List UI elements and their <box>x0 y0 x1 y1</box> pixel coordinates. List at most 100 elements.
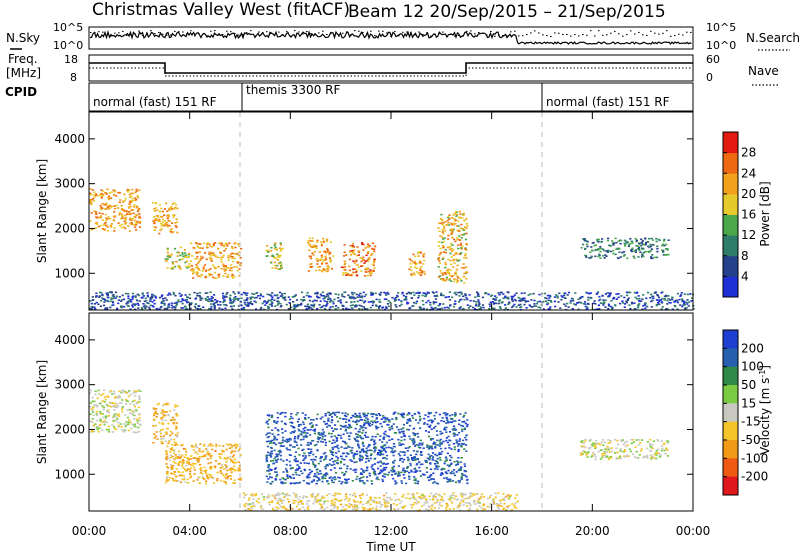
velocity-cell <box>296 444 299 446</box>
velocity-cell <box>138 423 141 426</box>
power-cell <box>589 297 592 299</box>
power-cell <box>280 263 283 265</box>
velocity-cell <box>165 450 168 452</box>
power-cell <box>586 306 589 308</box>
power-cell <box>408 292 411 295</box>
power-cell <box>456 238 459 241</box>
velocity-cell <box>224 464 227 466</box>
power-cell <box>225 293 228 296</box>
velocity-cell <box>115 419 118 422</box>
velocity-cell <box>300 444 303 446</box>
velocity-cell <box>113 415 116 417</box>
power-cell <box>424 294 427 296</box>
power-cell <box>135 224 138 226</box>
velocity-cell <box>433 414 436 417</box>
velocity-cell <box>289 444 292 447</box>
power-cell <box>512 295 515 298</box>
power-cell <box>449 304 452 306</box>
power-cell <box>469 299 472 302</box>
velocity-cell <box>170 473 173 475</box>
velocity-cell <box>616 443 620 446</box>
velocity-cell <box>332 451 335 454</box>
power-cell <box>647 250 650 253</box>
power-cell <box>171 222 174 224</box>
power-cell <box>274 267 277 269</box>
power-cell <box>323 297 326 299</box>
power-cell <box>413 266 417 269</box>
power-cell <box>129 196 132 198</box>
nsearch-dot <box>374 35 376 37</box>
velocity-cell <box>633 456 636 458</box>
velocity-cell <box>93 404 96 406</box>
power-cell <box>580 296 583 298</box>
power-cell <box>312 254 315 256</box>
power-cell <box>597 304 600 307</box>
power-cell <box>617 296 620 299</box>
power-cell <box>112 297 115 300</box>
velocity-cell <box>234 450 237 453</box>
power-cell <box>358 308 361 310</box>
power-cell <box>626 242 629 244</box>
power-cell <box>438 303 441 306</box>
velocity-cell <box>460 476 463 478</box>
velocity-cell <box>302 428 305 430</box>
power-cell <box>459 291 462 294</box>
velocity-cell <box>433 480 436 483</box>
velocity-cell <box>162 435 166 437</box>
velocity-cell <box>592 444 595 447</box>
velocity-cell <box>443 468 446 470</box>
power-cell <box>323 300 326 302</box>
velocity-cell <box>646 447 649 450</box>
power-cell <box>219 252 222 254</box>
nsearch-dot <box>366 33 368 35</box>
power-cell <box>356 300 359 303</box>
velocity-cell <box>113 402 116 405</box>
velocity-cell <box>412 441 415 443</box>
velocity-cell <box>98 427 101 430</box>
velocity-cell <box>406 456 409 459</box>
velocity-cell <box>94 390 97 393</box>
velocity-cell <box>294 436 297 438</box>
velocity-cell <box>102 408 105 411</box>
velocity-cell <box>386 462 389 465</box>
velocity-cell <box>137 389 140 391</box>
velocity-cell <box>99 424 102 426</box>
velocity-cell <box>117 405 120 407</box>
power-cell <box>240 304 243 307</box>
velocity-cell <box>463 463 466 465</box>
power-cell <box>658 303 661 306</box>
power-cell <box>442 232 445 235</box>
power-cell <box>434 298 437 300</box>
velocity-cell <box>297 428 300 431</box>
power-cell <box>335 305 338 307</box>
power-cell <box>176 207 179 210</box>
nsearch-dot <box>534 30 536 32</box>
power-cell <box>326 268 329 270</box>
power-cell <box>627 291 631 294</box>
velocity-cell <box>297 424 301 426</box>
power-cell <box>656 299 659 301</box>
power-cell <box>615 248 618 250</box>
velocity-cell <box>451 417 454 420</box>
velocity-cell <box>448 447 451 449</box>
velocity-cell <box>307 448 310 450</box>
velocity-cell <box>359 416 362 419</box>
power-cell <box>228 269 231 272</box>
velocity-cell <box>434 459 437 462</box>
power-cell <box>123 199 126 202</box>
power-cell <box>322 237 325 240</box>
velocity-cell <box>463 448 466 450</box>
power-cell <box>285 303 288 306</box>
power-cell <box>329 261 332 263</box>
power-cell <box>149 298 152 301</box>
power-cell <box>633 302 636 304</box>
power-cell <box>213 302 216 304</box>
velocity-cell <box>217 463 220 465</box>
velocity-cell <box>123 423 126 425</box>
velocity-cell <box>325 426 329 428</box>
power-cell <box>130 222 133 224</box>
power-cell <box>225 276 228 278</box>
velocity-cell <box>178 456 181 459</box>
power-cell <box>343 251 346 253</box>
velocity-cell <box>116 418 119 420</box>
